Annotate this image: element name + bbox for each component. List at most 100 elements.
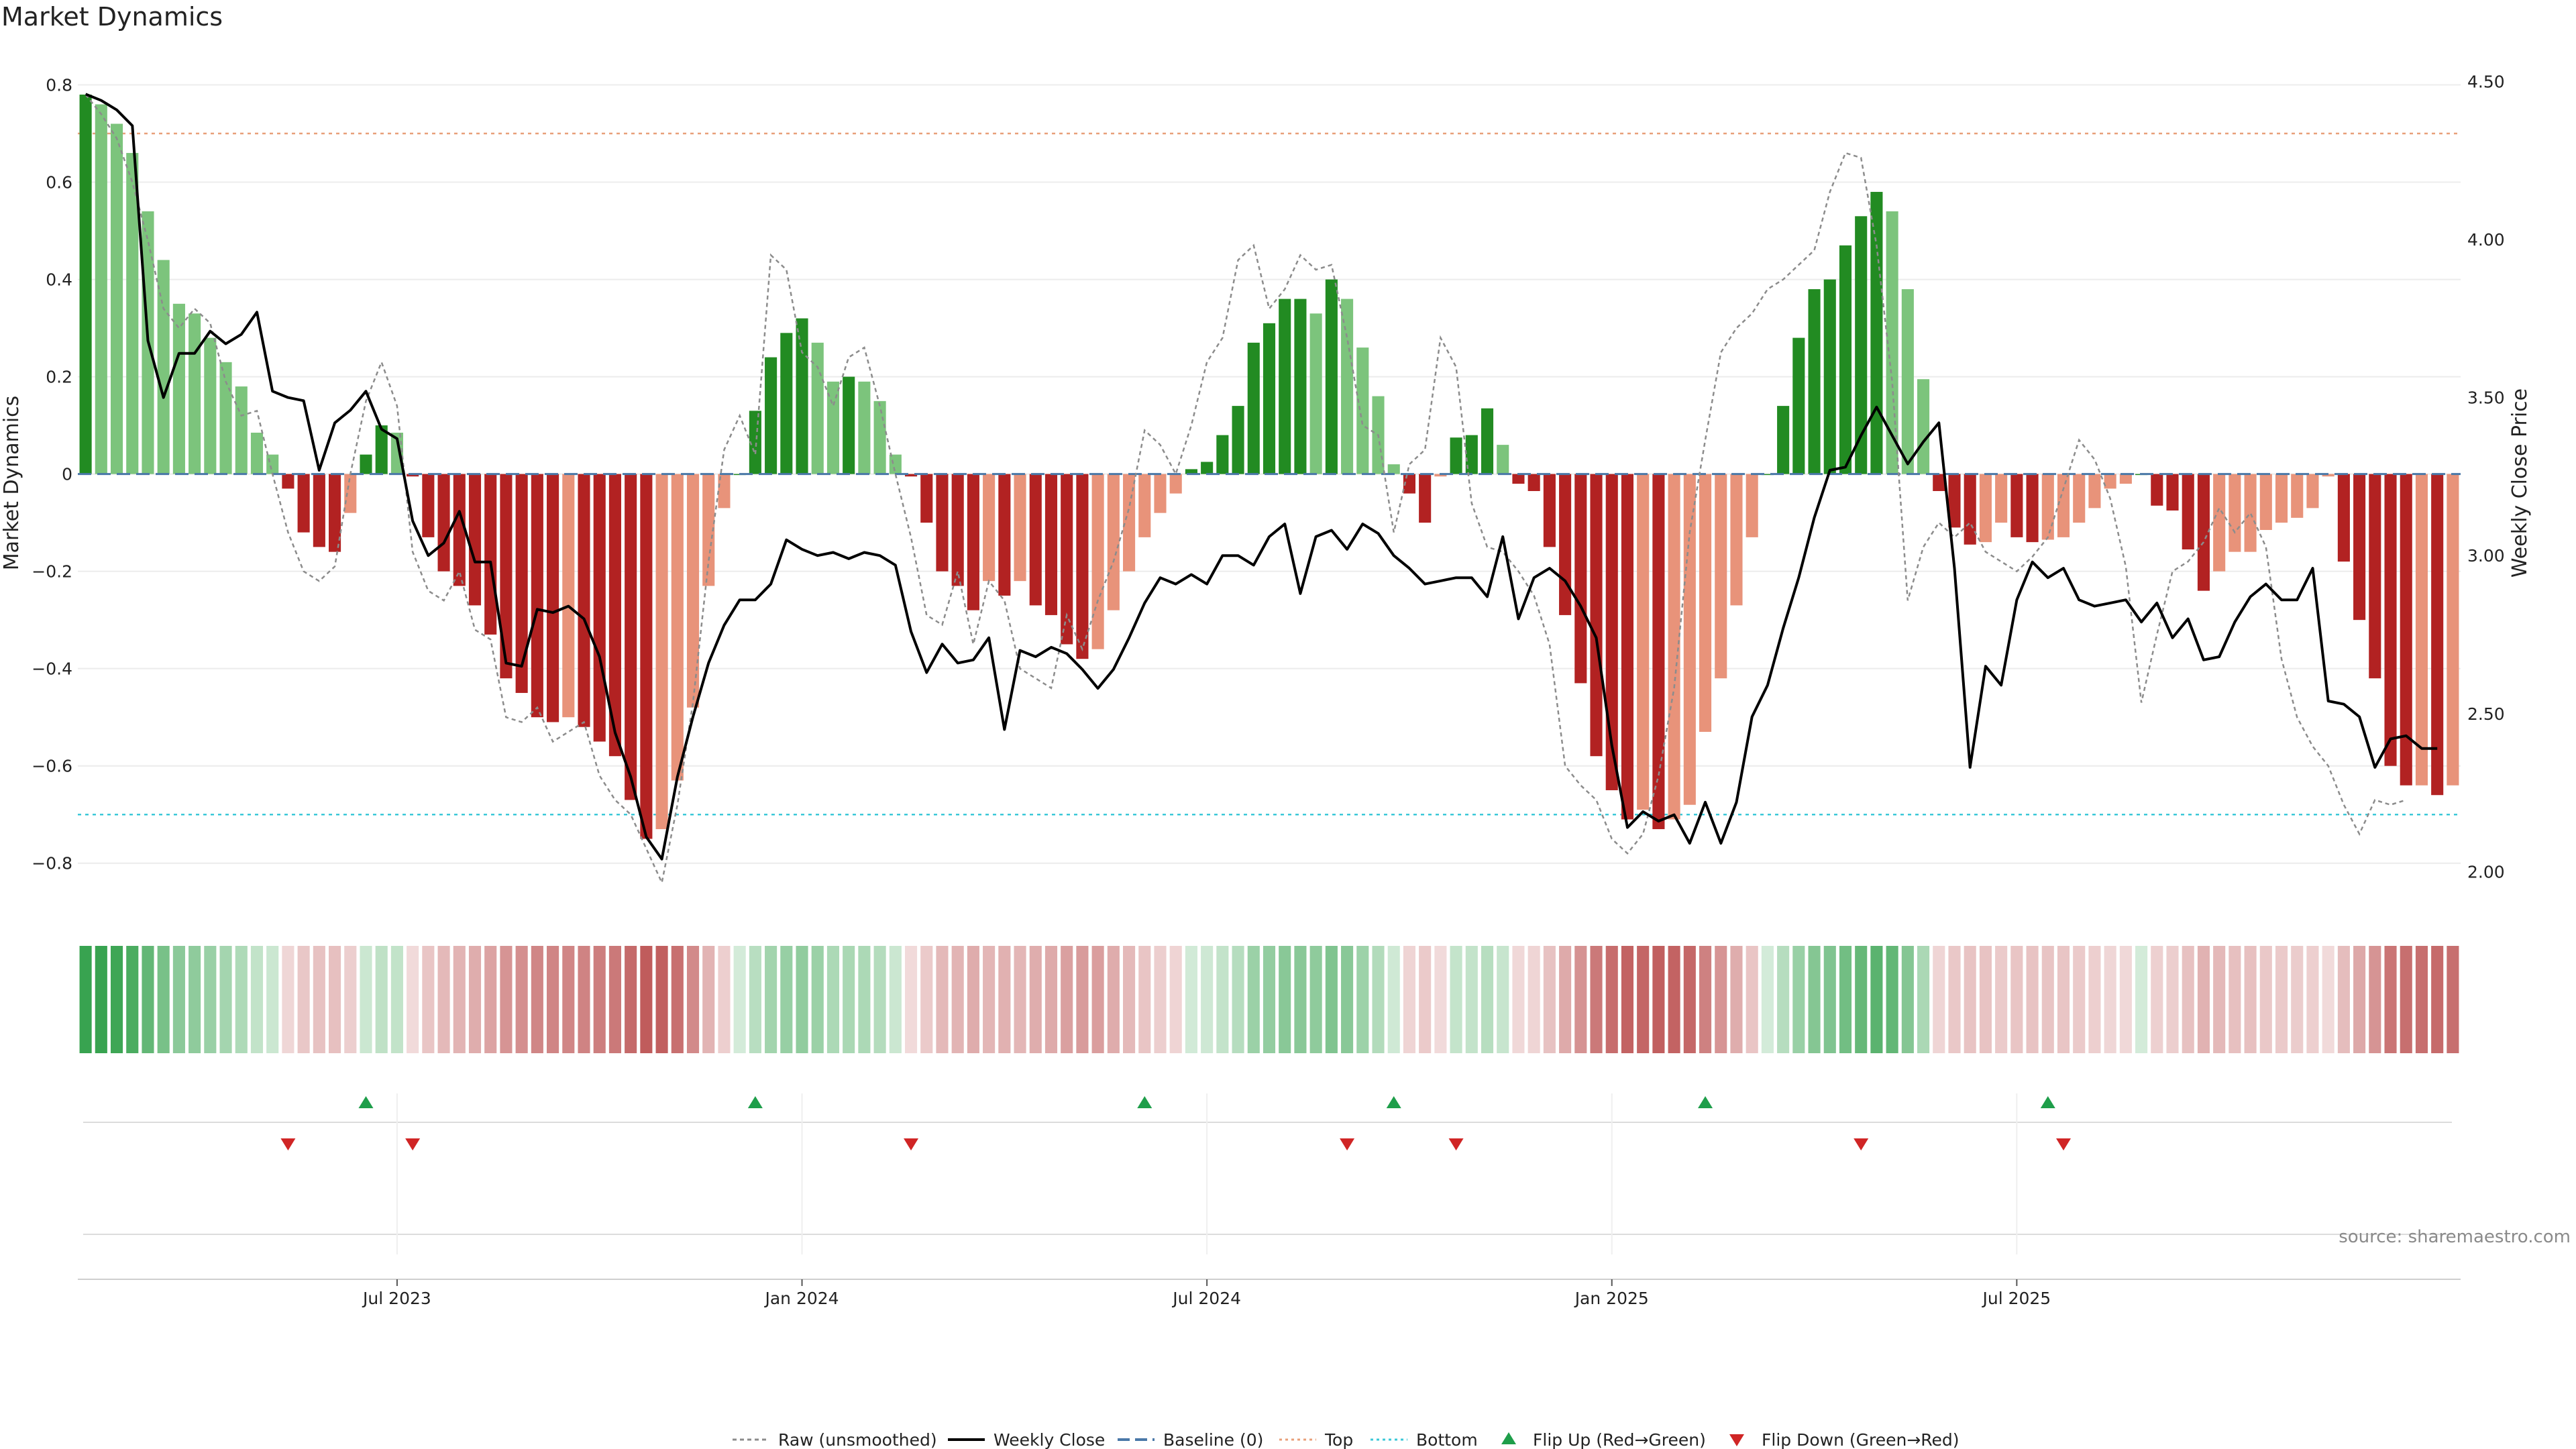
strip-cell-50: [858, 946, 871, 1053]
momentum-bar-108: [1761, 474, 1774, 476]
strip-cell-112: [1823, 946, 1836, 1053]
momentum-bar-3: [126, 153, 139, 474]
momentum-bar-88: [1450, 437, 1462, 474]
strip-cell-111: [1808, 946, 1821, 1053]
momentum-bar-135: [2182, 474, 2194, 550]
momentum-bar-92: [1512, 474, 1525, 484]
momentum-bar-66: [1107, 474, 1120, 610]
strip-cell-36: [640, 946, 653, 1053]
momentum-bar-0: [79, 95, 92, 474]
strip-cell-126: [2041, 946, 2054, 1053]
momentum-bar-151: [2431, 474, 2444, 796]
strip-cell-94: [1543, 946, 1556, 1053]
source-note: source: sharemaestro.com: [2339, 1227, 2571, 1247]
momentum-bar-13: [282, 474, 294, 489]
momentum-bar-103: [1683, 474, 1696, 805]
momentum-bar-8: [204, 337, 217, 474]
momentum-bar-78: [1294, 299, 1307, 474]
strip-cell-87: [1434, 946, 1447, 1053]
momentum-bar-150: [2415, 474, 2428, 786]
momentum-bar-18: [360, 454, 372, 474]
momentum-bar-15: [313, 474, 325, 547]
momentum-bar-142: [2291, 474, 2304, 518]
x-tick-label-3: Jan 2025: [1574, 1289, 1649, 1308]
strip-cell-13: [282, 946, 294, 1053]
left-tick-label-1: −0.6: [32, 757, 72, 776]
momentum-bar-65: [1091, 474, 1104, 649]
momentum-bar-91: [1497, 445, 1509, 474]
momentum-bar-90: [1481, 408, 1494, 474]
strip-cell-150: [2415, 946, 2428, 1053]
flip-up-marker-2: [1137, 1096, 1152, 1108]
momentum-bar-49: [843, 376, 855, 474]
momentum-bar-139: [2244, 474, 2257, 552]
momentum-bar-16: [329, 474, 341, 552]
strip-cell-138: [2229, 946, 2241, 1053]
momentum-bar-149: [2400, 474, 2412, 786]
momentum-bar-37: [655, 474, 668, 829]
strip-cell-51: [873, 946, 886, 1053]
x-tick-label-1: Jan 2024: [763, 1289, 839, 1308]
legend-item-raw: Raw (unsmoothed): [733, 1430, 937, 1449]
flip-up-marker-4: [1698, 1096, 1713, 1108]
flip-down-marker-3: [1340, 1138, 1355, 1150]
strip-cell-79: [1309, 946, 1322, 1053]
momentum-bar-17: [344, 474, 357, 513]
momentum-bar-71: [1185, 469, 1197, 474]
momentum-bar-141: [2275, 474, 2288, 523]
strip-cell-133: [2151, 946, 2163, 1053]
strip-cell-145: [2337, 946, 2350, 1053]
strip-cell-18: [360, 946, 372, 1053]
strip-cell-28: [515, 946, 528, 1053]
momentum-bar-2: [110, 123, 123, 474]
strip-cell-41: [718, 946, 731, 1053]
strip-cell-61: [1029, 946, 1042, 1053]
strip-cell-76: [1263, 946, 1276, 1053]
strip-cell-105: [1715, 946, 1727, 1053]
strip-cell-128: [2073, 946, 2086, 1053]
momentum-bar-99: [1621, 474, 1634, 820]
momentum-bar-101: [1652, 474, 1665, 829]
momentum-bar-140: [2259, 474, 2272, 531]
strip-cell-86: [1419, 946, 1432, 1053]
strip-cell-149: [2400, 946, 2412, 1053]
strip-cell-66: [1107, 946, 1120, 1053]
momentum-bar-58: [983, 474, 996, 582]
strip-cell-5: [157, 946, 170, 1053]
strip-cell-142: [2291, 946, 2304, 1053]
strip-cell-7: [189, 946, 201, 1053]
strip-cell-108: [1761, 946, 1774, 1053]
strip-cell-55: [936, 946, 949, 1053]
momentum-bar-25: [468, 474, 482, 606]
strip-cell-78: [1294, 946, 1307, 1053]
strip-cell-104: [1699, 946, 1712, 1053]
momentum-bar-129: [2088, 474, 2101, 508]
strip-cell-92: [1512, 946, 1525, 1053]
momentum-bar-14: [297, 474, 310, 533]
strip-cell-15: [313, 946, 325, 1053]
momentum-bar-70: [1169, 474, 1182, 494]
momentum-bar-41: [718, 474, 731, 508]
legend-item-close: Weekly Close: [948, 1430, 1105, 1449]
strip-cell-95: [1559, 946, 1572, 1053]
strip-cell-75: [1247, 946, 1260, 1053]
momentum-bar-63: [1061, 474, 1073, 645]
momentum-bar-51: [873, 400, 886, 474]
momentum-bar-72: [1201, 462, 1214, 474]
momentum-bar-127: [2057, 474, 2070, 537]
flip-up-marker-5: [2040, 1096, 2055, 1108]
strip-cell-137: [2213, 946, 2226, 1053]
momentum-bar-46: [796, 318, 808, 474]
momentum-bar-30: [547, 474, 559, 722]
momentum-bar-60: [1014, 474, 1026, 582]
momentum-bar-112: [1823, 279, 1836, 474]
momentum-bar-82: [1356, 347, 1369, 474]
flip-up-marker-0: [358, 1096, 374, 1108]
strip-cell-8: [204, 946, 217, 1053]
strip-cell-20: [390, 946, 403, 1053]
weekly-close-line: [85, 93, 2438, 861]
strip-cell-118: [1917, 946, 1930, 1053]
right-tick-label-1: 2.50: [2467, 704, 2505, 724]
momentum-bar-45: [780, 333, 793, 474]
strip-cell-125: [2026, 946, 2039, 1053]
